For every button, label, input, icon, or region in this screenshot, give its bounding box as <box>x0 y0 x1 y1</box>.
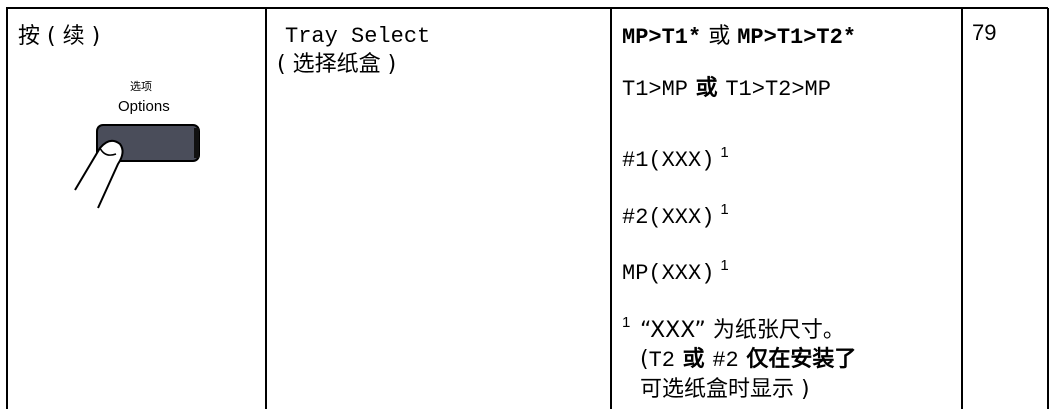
button-label-cn: 选项 <box>130 80 152 93</box>
option: MP(XXX) 1 <box>622 253 729 287</box>
footnote-ref: 1 <box>720 144 729 161</box>
option-text: #2(XXX) <box>622 205 715 230</box>
col-border <box>265 8 267 409</box>
option-text: MP>T1>T2* <box>737 25 857 50</box>
setting-name: Tray Select <box>285 24 431 49</box>
footnote-line: 可选纸盒时显示 ) <box>640 377 810 402</box>
option-text: T1>MP <box>622 77 689 102</box>
press-label: 按 ( 续 ) <box>18 24 101 49</box>
footnote-mark: 1 <box>622 314 631 331</box>
footnote-line: (T2 或 #2 仅在安装了 <box>640 347 856 374</box>
footnote-text: 或 <box>675 347 713 372</box>
option: MP>T1* 或 MP>T1>T2* <box>622 24 856 51</box>
option-text: #1(XXX) <box>622 148 715 173</box>
option: #2(XXX) 1 <box>622 197 729 231</box>
footnote-text: #2 <box>712 348 739 373</box>
options-button-icon <box>74 124 200 209</box>
option: T1>MP 或 T1>T2>MP <box>622 76 831 103</box>
option-text: MP>T1* <box>622 25 702 50</box>
footnote-text: 仅在安装了 <box>738 347 857 372</box>
footnote-ref: 1 <box>720 257 729 274</box>
col-border <box>6 8 8 409</box>
setting-name-cn: ( 选择纸盒 ) <box>277 52 397 77</box>
option: #1(XXX) 1 <box>622 140 729 174</box>
page-ref: 79 <box>972 20 997 45</box>
option-text: 或 <box>701 24 738 49</box>
col-border <box>1047 8 1049 409</box>
top-border <box>6 7 1048 9</box>
footnote-text: ( <box>640 347 649 372</box>
col-border <box>610 8 612 409</box>
footnote-ref: 1 <box>720 201 729 218</box>
footnote-line: “XXX” 为纸张尺寸。 <box>640 318 845 343</box>
option-text: MP(XXX) <box>622 261 715 286</box>
option-text: 或 <box>688 76 726 101</box>
button-label: Options <box>118 98 170 115</box>
col-border <box>961 8 963 409</box>
footnote-text: T2 <box>648 348 675 373</box>
option-text: T1>T2>MP <box>725 77 831 102</box>
